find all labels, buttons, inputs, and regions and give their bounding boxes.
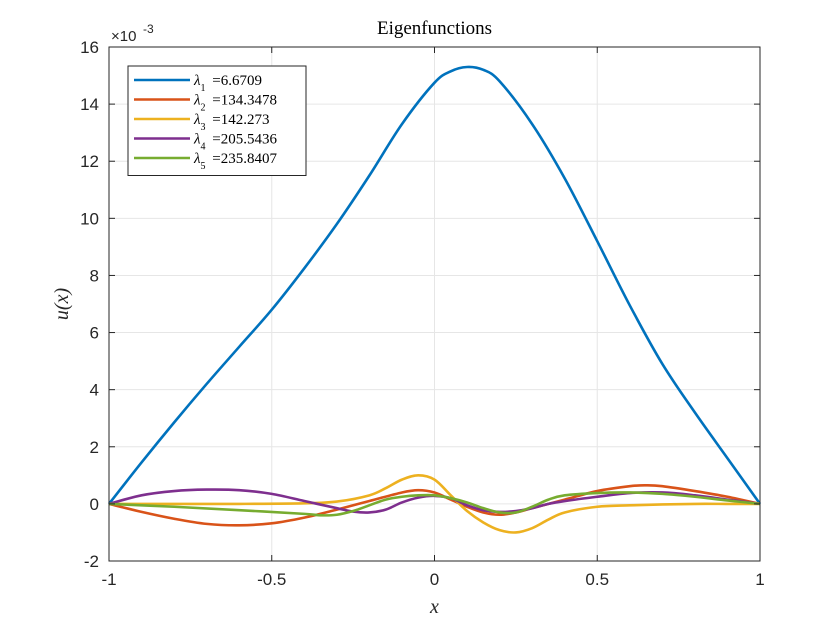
x-tick-label: 0.5 (585, 570, 609, 589)
y-axis-label: u(x) (51, 288, 73, 321)
y-tick-label: 12 (80, 152, 99, 171)
x-tick-label: -0.5 (257, 570, 286, 589)
series-line-5 (108, 491, 761, 517)
legend-label-3: λ3 =142.273 (193, 112, 269, 133)
legend-label-5: λ5 =235.8407 (193, 151, 277, 172)
y-exponent-base: ×10 (111, 28, 136, 45)
y-exponent-power: -3 (143, 22, 154, 36)
x-tick-label: 0 (430, 570, 439, 589)
y-tick-label: 8 (90, 266, 99, 285)
legend-label-2: λ2 =134.3478 (193, 93, 277, 114)
y-tick-label: 16 (80, 38, 99, 57)
ticks: -1 -0.5 0 0.5 1 -2 0 2 4 6 8 10 12 14 16 (80, 38, 765, 589)
y-tick-label: 2 (90, 438, 99, 457)
series-lines (107, 65, 762, 534)
y-tick-label: 4 (90, 381, 99, 400)
legend-label-4: λ4 =205.5436 (193, 132, 277, 153)
series-line-1 (107, 65, 762, 505)
chart-title: Eigenfunctions (377, 18, 492, 39)
x-axis-label: x (429, 596, 439, 618)
y-tick-label: 10 (80, 209, 99, 228)
legend-label-1: λ1 =6.6709 (193, 73, 262, 94)
x-tick-label: -1 (101, 570, 116, 589)
y-tick-label: 14 (80, 95, 99, 114)
x-tick-label: 1 (755, 570, 764, 589)
y-tick-label: -2 (84, 552, 99, 571)
series-line-3 (108, 474, 760, 534)
y-tick-label: 0 (90, 495, 99, 514)
y-exponent-label: ×10 -3 (111, 22, 154, 45)
y-tick-label: 6 (90, 324, 99, 343)
